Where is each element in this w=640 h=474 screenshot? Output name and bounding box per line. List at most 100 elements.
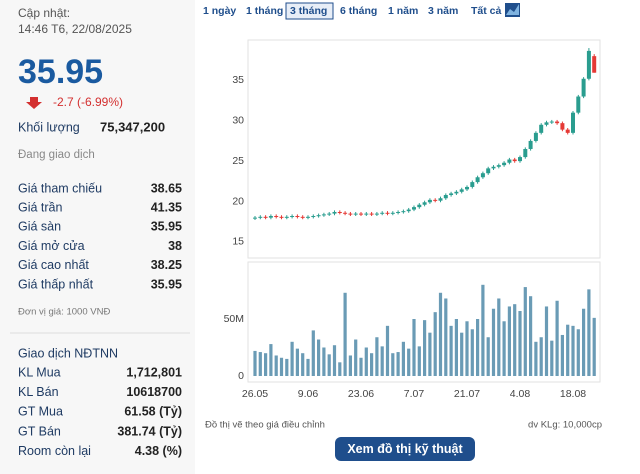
x-tick-label: 4.08 — [510, 388, 531, 400]
volume-bar — [301, 353, 305, 376]
foreign-value: 1,712,801 — [126, 365, 182, 379]
left-panel — [0, 0, 195, 474]
volume-bar — [417, 346, 421, 376]
foreign-rows: KL Mua 1,712,801 KL Bán 10618700 GT Mua 61.58… — [18, 365, 182, 458]
candle-body — [459, 189, 464, 192]
volume-bar — [529, 296, 533, 376]
volume-bar — [407, 348, 411, 376]
candle-body — [581, 78, 586, 97]
candle-body — [528, 140, 533, 149]
volume-bar — [279, 357, 284, 376]
candle-body — [327, 213, 332, 215]
note-right: dv KLg: 10,000cp — [528, 420, 602, 431]
tab-active-bg[interactable] — [285, 2, 334, 20]
tab[interactable]: 1 tháng — [246, 5, 283, 17]
volume-bar — [258, 352, 262, 376]
candle-body — [348, 213, 353, 215]
candle-body — [523, 149, 528, 158]
candle-body — [295, 216, 300, 218]
price-label: Giá cao nhất — [18, 258, 89, 272]
chart-icon[interactable] — [505, 3, 520, 17]
candle-body — [427, 199, 432, 203]
volume-bar — [534, 341, 538, 376]
candle-body — [380, 212, 385, 214]
volume-bar — [544, 306, 549, 376]
candle-body — [475, 177, 480, 183]
price: 35.95 — [18, 53, 103, 91]
candle-body — [268, 216, 273, 218]
volume-bar — [380, 346, 384, 376]
y-tick-label: 0 — [238, 370, 244, 382]
candle-body — [316, 215, 321, 217]
tech-chart-button[interactable] — [335, 437, 475, 461]
tab[interactable]: 1 năm — [388, 5, 418, 17]
foreign-label: GT Bán — [18, 424, 61, 438]
volume-bar — [396, 352, 400, 376]
candle-body — [486, 168, 491, 174]
volume: 75,347,200 — [100, 119, 165, 134]
down-arrow — [26, 97, 42, 109]
candle-body — [571, 112, 575, 133]
candle-body — [465, 186, 469, 190]
volume-bar — [550, 340, 554, 376]
volume-bar — [555, 300, 559, 376]
x-tick-label: 23.06 — [348, 388, 374, 400]
candle-body — [321, 214, 326, 216]
candle-body — [332, 211, 337, 214]
candle-body — [586, 50, 591, 79]
note-left: Đồ thị vẽ theo giá điều chỉnh — [205, 420, 325, 431]
volume-bar — [274, 355, 278, 376]
candle-body — [507, 159, 512, 163]
volume-bar — [444, 298, 448, 376]
tabs: 1 ngày 1 tháng 3 tháng 6 tháng 1 năm 3 năm Tất… — [203, 2, 502, 20]
volume-bar — [513, 304, 517, 376]
volume-bar — [322, 347, 326, 376]
price-label: Giá trần — [18, 200, 63, 214]
candle-body — [353, 213, 358, 215]
foreign-value: 381.74 (Tỷ) — [117, 424, 182, 438]
volume-bar — [264, 353, 268, 376]
y-tick-label: 50M — [224, 313, 244, 325]
price-value: 38.25 — [151, 258, 182, 272]
volume-bar — [486, 337, 490, 376]
tab[interactable]: 3 năm — [428, 5, 458, 17]
volume-label: Khối lượng — [18, 120, 80, 134]
chart: 15 20 25 30 35 0 50M 26.05 9.06 23.06 7.07 21.07 4.0… — [224, 48, 597, 400]
tab[interactable]: 1 ngày — [203, 5, 236, 17]
candle-body — [364, 213, 369, 215]
tab[interactable]: 6 tháng — [340, 5, 377, 17]
volume-bar — [507, 306, 511, 376]
candle-body — [279, 216, 284, 218]
candle-body — [390, 212, 395, 214]
candle-body — [438, 198, 443, 201]
volume-bar — [454, 319, 458, 376]
volume-bar — [587, 289, 591, 376]
volume-bar — [290, 341, 294, 376]
tab[interactable]: Tất cả — [471, 5, 502, 17]
price-frame — [247, 39, 601, 259]
candle-body — [560, 123, 565, 130]
volume-bar — [285, 358, 289, 376]
candle-body — [576, 96, 581, 113]
price-label: Giá sàn — [18, 220, 61, 234]
foreign-label: KL Mua — [18, 365, 61, 379]
tab[interactable]: 3 tháng — [290, 5, 327, 17]
candle-body — [284, 216, 289, 218]
tech-chart-button-label[interactable]: Xem đồ thị kỹ thuật — [347, 442, 463, 456]
x-tick-label: 26.05 — [242, 388, 268, 400]
volume-bar — [470, 329, 474, 376]
candle-body — [544, 122, 549, 125]
volume-bar — [311, 330, 315, 376]
y-tick-label: 25 — [232, 155, 244, 167]
candle-body — [253, 217, 257, 219]
volume-bar — [359, 357, 363, 376]
volume-bar — [438, 292, 443, 376]
volume-bar — [375, 337, 379, 376]
foreign-label: GT Mua — [18, 405, 63, 419]
volume-bar — [560, 334, 564, 376]
candle-body — [412, 207, 416, 210]
volume-bar — [269, 344, 273, 376]
volume-bar — [582, 308, 586, 376]
volume-bar — [576, 329, 580, 376]
candle-body — [491, 166, 496, 169]
